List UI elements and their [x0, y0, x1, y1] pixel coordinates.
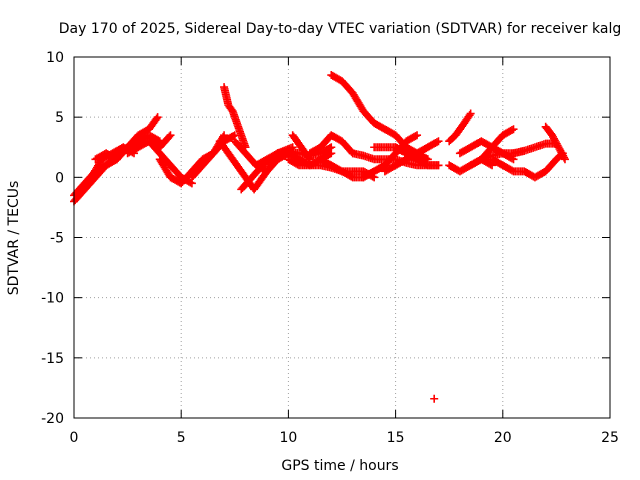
data-point — [560, 155, 569, 164]
data-point — [186, 178, 195, 187]
data-point — [325, 144, 334, 153]
data-point — [434, 137, 443, 146]
data-point — [507, 126, 516, 135]
x-tick-label: 20 — [494, 430, 512, 446]
x-tick-label: 15 — [387, 430, 405, 446]
y-tick-label: 10 — [46, 50, 64, 66]
data-point — [560, 153, 569, 162]
data-point — [432, 138, 441, 147]
data-point — [152, 114, 161, 123]
data-point — [434, 161, 443, 170]
data-point — [423, 155, 432, 164]
data-point — [153, 113, 162, 122]
grid-lines — [74, 57, 610, 418]
y-tick-label: 5 — [55, 110, 64, 126]
data-point — [486, 160, 495, 169]
data-point — [466, 109, 475, 118]
data-point — [413, 131, 422, 140]
data-point — [465, 111, 474, 120]
data-point — [454, 126, 463, 135]
x-tick-label: 10 — [279, 430, 297, 446]
chart-title: Day 170 of 2025, Sidereal Day-to-day VTE… — [59, 21, 621, 37]
y-axis-label: SDTVAR / TECUs — [6, 181, 22, 296]
y-tick-label: -5 — [50, 231, 64, 247]
x-tick-label: 5 — [177, 430, 186, 446]
y-tick-label: -10 — [41, 291, 64, 307]
data-point — [455, 125, 464, 134]
x-axis-label: GPS time / hours — [281, 458, 398, 474]
data-point — [430, 394, 439, 403]
y-tick-label: 0 — [55, 170, 64, 186]
data-point — [165, 132, 174, 141]
data-point — [304, 153, 313, 162]
data-point — [166, 131, 175, 140]
data-point — [327, 143, 336, 152]
data-point — [411, 132, 420, 141]
data-point — [509, 125, 518, 134]
y-tick-label: -15 — [41, 351, 64, 367]
y-tick-label: -20 — [41, 411, 64, 427]
x-tick-label: 0 — [70, 430, 79, 446]
data-point — [229, 132, 238, 141]
axis-ticks: 0 5 10 15 20 25 -20 -15 -10 -5 0 5 10 — [41, 50, 619, 446]
x-tick-label: 25 — [601, 430, 619, 446]
